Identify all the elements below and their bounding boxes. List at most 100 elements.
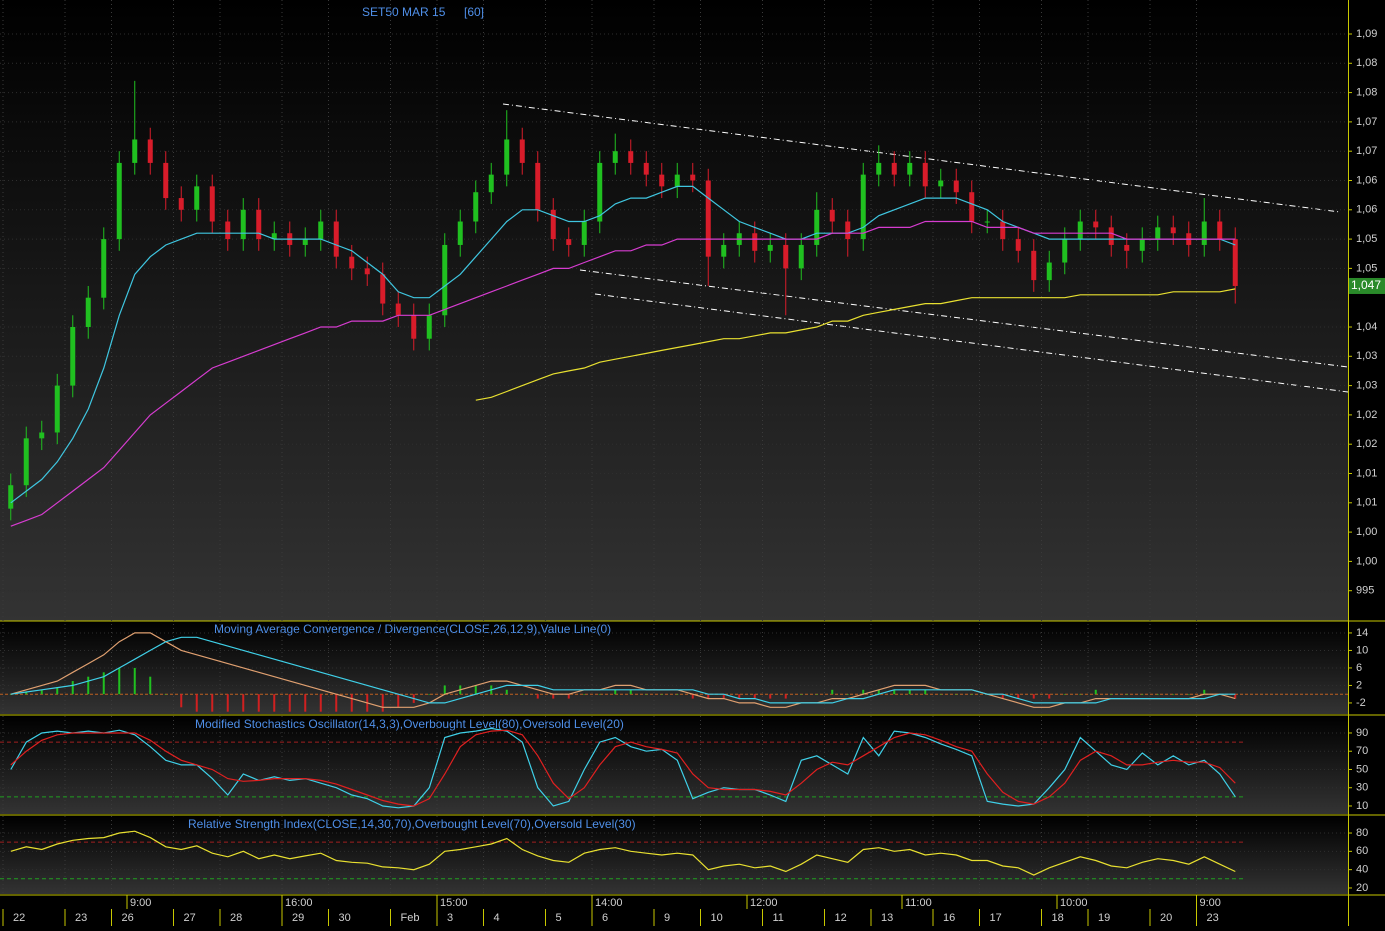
- macd-histogram-bar: [815, 694, 818, 695]
- candle-body: [194, 186, 200, 210]
- candle-body: [1046, 262, 1052, 281]
- candle-body: [1108, 227, 1114, 245]
- candle-body: [318, 221, 324, 240]
- macd-histogram-bar: [505, 689, 508, 695]
- macd-histogram-bar: [1234, 694, 1237, 699]
- chart-interval: [60]: [464, 5, 484, 19]
- candle-body: [876, 162, 882, 175]
- y-tick-label: 80: [1356, 827, 1368, 839]
- macd-histogram-bar: [877, 689, 880, 695]
- macd-histogram-bar: [226, 694, 229, 712]
- x-tick-label: 9: [664, 912, 670, 924]
- chart-title: SET50 MAR 15: [362, 5, 446, 19]
- macd-histogram-bar: [831, 689, 834, 695]
- candle-body: [1139, 239, 1145, 251]
- macd-histogram-bar: [1125, 694, 1128, 695]
- candle-body: [1170, 227, 1176, 234]
- y-tick-label: 1,09: [1356, 28, 1377, 40]
- candle-body: [1062, 239, 1068, 263]
- macd-histogram-bar: [443, 685, 446, 695]
- indicator-line: [10, 830, 1236, 876]
- last-price-box: [1349, 277, 1385, 294]
- macd-histogram-bar: [133, 667, 136, 695]
- candle-body: [829, 209, 835, 222]
- candle-body: [1201, 221, 1207, 245]
- y-tick-label: 1,05: [1356, 233, 1377, 245]
- candle-body: [147, 139, 153, 163]
- trend-lines: [502, 103, 1349, 393]
- macd-histogram-bar: [800, 694, 803, 695]
- macd-histogram-bar: [1094, 689, 1097, 695]
- y-tick-label: 14: [1356, 627, 1368, 639]
- candle-body: [442, 244, 448, 316]
- macd-histogram-bar: [691, 694, 694, 699]
- macd-histogram-bar: [56, 687, 59, 695]
- candle-body: [333, 221, 339, 257]
- macd-histogram-bar: [474, 685, 477, 695]
- macd-histogram-bar: [335, 694, 338, 712]
- candle-body: [209, 186, 215, 222]
- candle-body: [473, 192, 479, 222]
- candle-body: [1077, 221, 1083, 240]
- candle-body: [953, 180, 959, 193]
- macd-histogram-bar: [397, 694, 400, 708]
- rsi-panel-bg: [0, 816, 1348, 894]
- candle-body: [1232, 239, 1238, 286]
- macd-histogram-bar: [195, 694, 198, 712]
- macd-histogram-bar: [1141, 694, 1144, 695]
- session-label: 12:00: [750, 897, 778, 909]
- macd-panel-bg: [0, 622, 1348, 714]
- y-tick-label: 1,06: [1356, 204, 1377, 216]
- macd-histogram-bar: [257, 694, 260, 712]
- session-label: 9:00: [130, 897, 151, 909]
- y-tick-label: 1,04: [1356, 321, 1377, 333]
- macd-histogram-bar: [1187, 694, 1190, 695]
- indicator-line: [10, 727, 1236, 809]
- session-label: 16:00: [285, 897, 313, 909]
- candle-body: [938, 180, 944, 187]
- y-tick-label: 30: [1356, 782, 1368, 794]
- session-label: 9:00: [1200, 897, 1221, 909]
- x-tick-label: 26: [122, 912, 134, 924]
- macd-histogram-bar: [118, 667, 121, 695]
- y-tick-label: 995: [1356, 585, 1374, 597]
- macd-histogram-bar: [769, 694, 772, 699]
- candle-body: [612, 151, 618, 163]
- candle-body: [504, 139, 510, 175]
- candle-body: [597, 162, 603, 222]
- candle-body: [488, 174, 494, 193]
- x-tick-label: 28: [230, 912, 242, 924]
- macd-histogram-bar: [1079, 694, 1082, 695]
- y-tick-label: 50: [1356, 763, 1368, 775]
- macd-histogram-bar: [211, 694, 214, 712]
- macd-histogram-bar: [614, 689, 617, 695]
- candle-body: [798, 244, 804, 269]
- macd-histogram-bar: [1110, 694, 1113, 695]
- candle-body: [8, 485, 14, 509]
- candle-body: [302, 239, 308, 245]
- y-tick-label: 1,07: [1356, 116, 1377, 128]
- candle-body: [1015, 239, 1021, 251]
- candle-body: [519, 139, 525, 163]
- rsi-title: Relative Strength Index(CLOSE,14,30,70),…: [188, 817, 636, 831]
- macd-histogram-bar: [428, 694, 431, 695]
- macd-histogram-bar: [846, 694, 849, 695]
- candle-body: [116, 162, 122, 240]
- x-tick-label: 29: [292, 912, 304, 924]
- y-tick-label: 1,08: [1356, 86, 1377, 98]
- macd-histogram-bar: [1032, 694, 1035, 699]
- y-tick-label: 1,07: [1356, 145, 1377, 157]
- candle-body: [70, 326, 76, 386]
- macd-histogram-bar: [87, 676, 90, 695]
- y-tick-label: 1,02: [1356, 409, 1377, 421]
- session-label: 11:00: [905, 897, 932, 909]
- macd-histogram-bar: [707, 694, 710, 699]
- y-tick-label: 40: [1356, 864, 1368, 876]
- candle-body: [395, 303, 401, 316]
- macd-histogram-bar: [288, 694, 291, 712]
- candle-body: [1031, 250, 1037, 281]
- candle-body: [628, 151, 634, 163]
- x-tick-label: Feb: [401, 912, 420, 924]
- y-tick-label: 90: [1356, 727, 1368, 739]
- candle-body: [566, 239, 572, 245]
